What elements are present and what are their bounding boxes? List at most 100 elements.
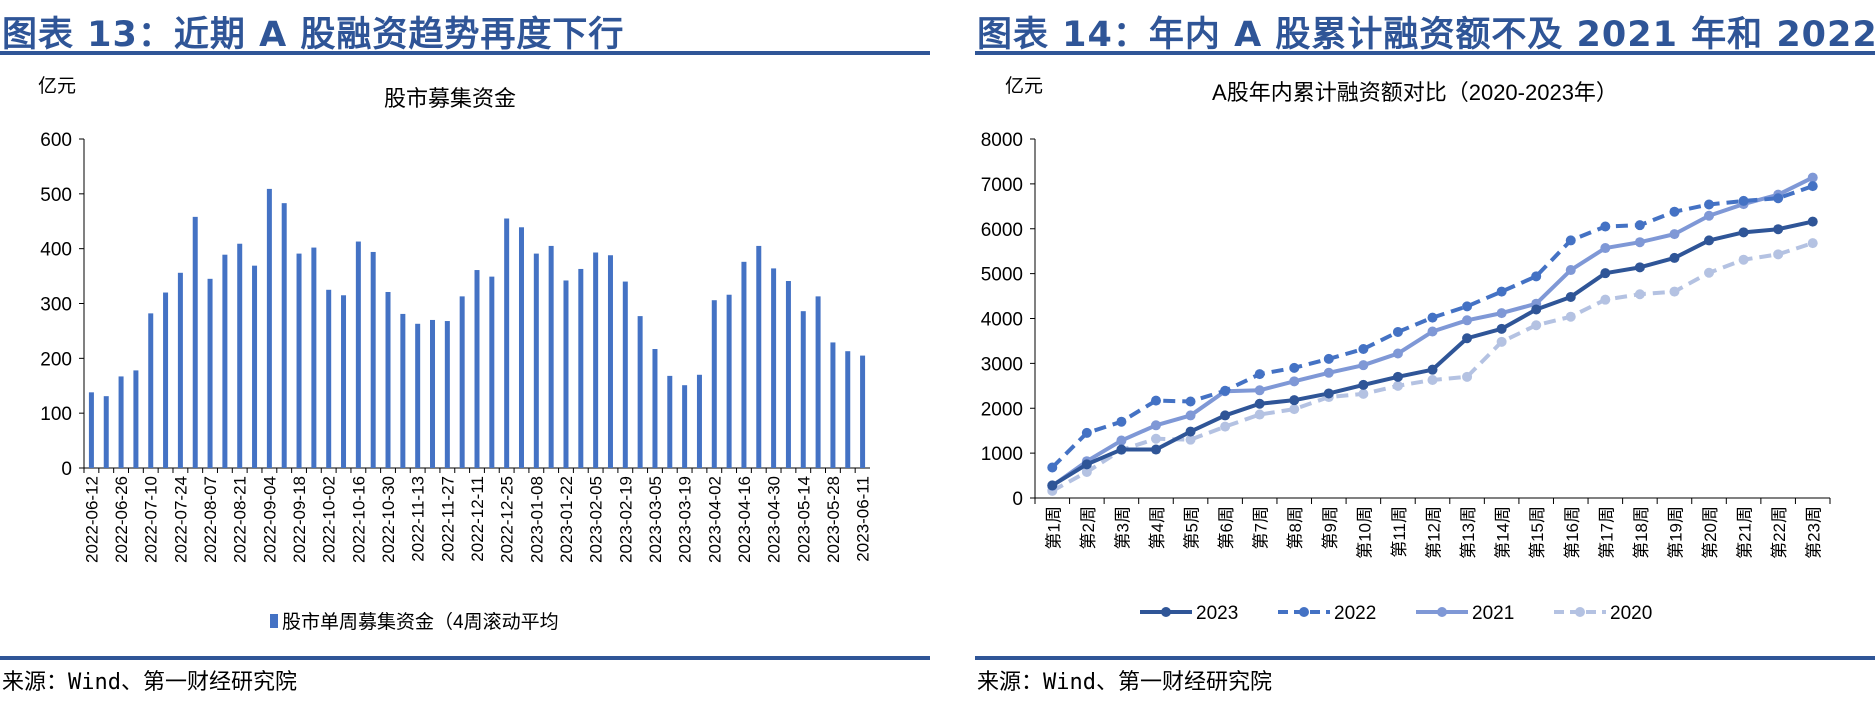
data-point-2021 — [1323, 367, 1334, 378]
data-point-2023 — [1669, 252, 1680, 263]
bar-chart: 股市募集资金 亿元 0 100 200 300 400 500 600 2022-06-12 202… — [38, 75, 873, 633]
series-line-2023 — [1051, 219, 1814, 488]
y-tick-label: 500 — [40, 185, 72, 206]
bar — [459, 296, 465, 468]
x-tick-label: 2023-05-14 — [794, 476, 813, 563]
x-tick-label: 第8周 — [1286, 506, 1305, 549]
x-tick-label: 2022-12-25 — [498, 476, 517, 563]
bar — [385, 291, 391, 468]
data-point-2020 — [1738, 254, 1749, 265]
data-point-2023 — [1531, 304, 1542, 315]
x-tick-label: 2022-06-12 — [82, 476, 101, 563]
data-point-2020 — [1150, 433, 1161, 444]
data-point-2023 — [1047, 480, 1058, 491]
source-note: 来源：Wind、第一财经研究院 — [977, 670, 1272, 695]
x-tick-label: 2023-04-30 — [765, 476, 784, 563]
bar — [192, 216, 198, 468]
bar — [637, 316, 643, 468]
bar — [252, 265, 258, 468]
bar — [741, 261, 747, 468]
bar — [563, 280, 569, 468]
y-tick-label: 3000 — [981, 354, 1023, 375]
legend-marker-2023 — [1161, 607, 1171, 617]
data-point-2020 — [1773, 249, 1784, 260]
data-point-2021 — [1496, 308, 1507, 319]
data-point-2022 — [1116, 416, 1127, 427]
data-point-2020 — [1220, 421, 1231, 432]
y-tick-label: 300 — [40, 295, 72, 316]
data-point-2023 — [1462, 333, 1473, 344]
source-divider — [975, 656, 1875, 660]
y-tick-label: 8000 — [981, 130, 1023, 151]
y-tick-label: 6000 — [981, 220, 1023, 241]
data-point-2022 — [1220, 385, 1231, 396]
data-point-2022 — [1807, 181, 1818, 192]
bar — [518, 227, 524, 468]
title-divider — [975, 51, 1875, 55]
x-tick-label: 第10周 — [1355, 506, 1374, 559]
legend-label: 2020 — [1610, 603, 1652, 624]
x-tick-label: 第2周 — [1079, 506, 1098, 549]
bar — [682, 385, 688, 468]
data-point-2020 — [1669, 286, 1680, 297]
bar — [667, 375, 673, 468]
y-tick-label: 7000 — [981, 175, 1023, 196]
bar — [133, 370, 139, 468]
x-tick-label: 2023-02-19 — [616, 476, 635, 563]
data-point-2022 — [1323, 353, 1334, 364]
data-point-2021 — [1289, 376, 1300, 387]
bar — [341, 295, 347, 468]
legend-label: 2022 — [1334, 603, 1376, 624]
data-point-2020 — [1392, 380, 1403, 391]
data-point-2020 — [1531, 320, 1542, 331]
data-point-2022 — [1634, 220, 1645, 231]
data-point-2022 — [1496, 286, 1507, 297]
x-tick-label: 2022-10-16 — [349, 476, 368, 563]
bar — [489, 276, 495, 468]
data-point-2020 — [1081, 466, 1092, 477]
x-tick-label: 第11周 — [1390, 506, 1409, 558]
data-point-2022 — [1289, 362, 1300, 373]
title-divider — [0, 51, 930, 55]
x-tick-label: 第18周 — [1632, 506, 1651, 559]
data-point-2021 — [1704, 210, 1715, 221]
x-tick-label: 第6周 — [1217, 506, 1236, 549]
data-point-2022 — [1358, 344, 1369, 355]
x-tick-label: 第9周 — [1321, 506, 1340, 549]
data-point-2020 — [1289, 404, 1300, 415]
y-tick-label: 200 — [40, 349, 72, 370]
data-point-2023 — [1392, 371, 1403, 382]
data-point-2022 — [1047, 462, 1058, 473]
data-point-2021 — [1669, 229, 1680, 240]
x-tick-label: 2022-10-30 — [379, 476, 398, 563]
line-chart: A股年内累计融资额对比（2020-2023年） 亿元 0 1000 2000 3000 40… — [981, 75, 1831, 624]
x-tick-label: 2023-04-02 — [705, 476, 724, 563]
y-tick-label: 600 — [40, 130, 72, 151]
y-tick-label: 5000 — [981, 265, 1023, 286]
data-point-2022 — [1600, 221, 1611, 232]
data-point-2023 — [1427, 364, 1438, 375]
legend-marker-2020 — [1575, 607, 1585, 617]
y-tick-label: 2000 — [981, 399, 1023, 420]
legend-label: 2023 — [1196, 603, 1238, 624]
bar — [430, 319, 436, 468]
bar — [207, 278, 213, 468]
x-tick-label: 2023-01-22 — [557, 476, 576, 563]
x-tick-label: 2023-04-16 — [735, 476, 754, 563]
data-point-2021 — [1116, 435, 1127, 446]
data-point-2022 — [1150, 395, 1161, 406]
x-tick-label: 第5周 — [1183, 506, 1202, 549]
data-point-2023 — [1358, 379, 1369, 390]
x-tick-label: 第16周 — [1563, 506, 1582, 559]
x-tick-label: 第7周 — [1252, 506, 1271, 549]
data-point-2021 — [1427, 326, 1438, 337]
x-tick-label: 2022-08-07 — [201, 476, 220, 563]
bar — [771, 268, 777, 468]
data-point-2022 — [1462, 301, 1473, 312]
x-tick-label: 2022-09-04 — [260, 476, 279, 563]
x-tick-label: 第13周 — [1459, 506, 1478, 559]
data-point-2021 — [1358, 360, 1369, 371]
bar — [103, 396, 109, 468]
x-tick-label: 第1周 — [1044, 506, 1063, 549]
data-point-2021 — [1185, 410, 1196, 421]
